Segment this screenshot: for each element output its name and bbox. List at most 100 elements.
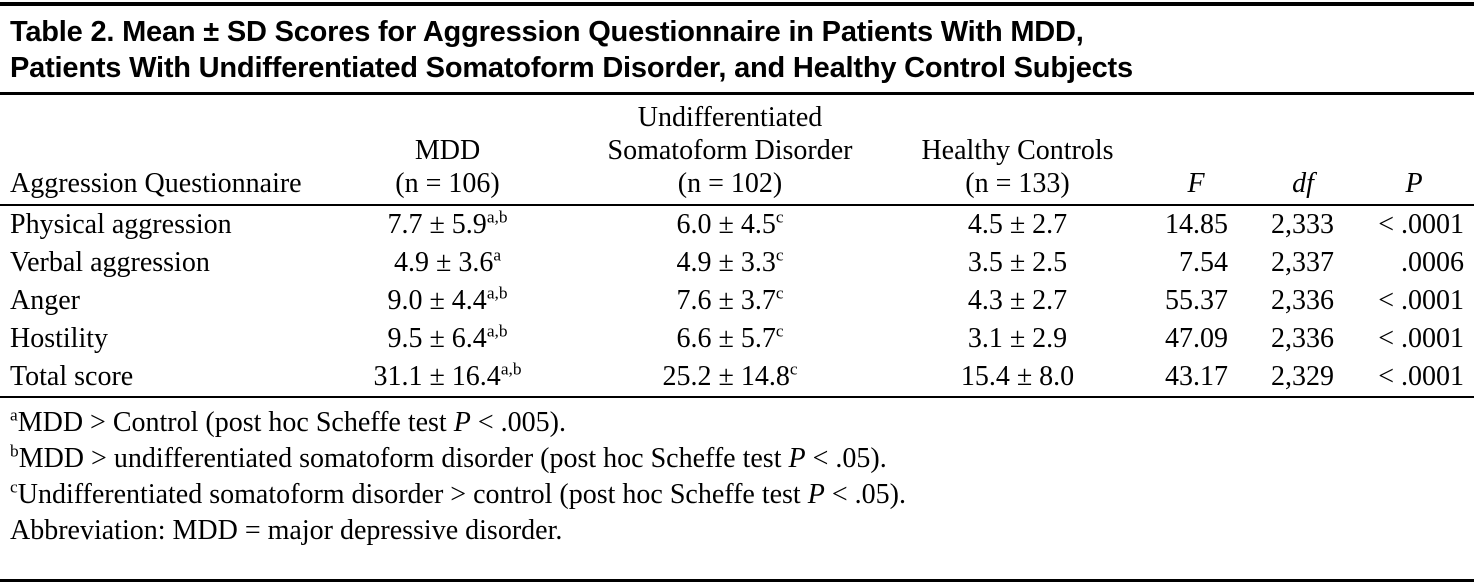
footnote-text: Undifferentiated somatoform disorder > c… [17, 479, 808, 510]
table-body: Physical aggression 7.7 ± 5.9a,b 6.0 ± 4… [0, 205, 1474, 397]
header-mdd-group: MDD (n = 106) [330, 95, 565, 206]
footnote-text: MDD > Control (post hoc Scheffe test [17, 407, 454, 438]
somatoform-superscript: c [775, 245, 784, 265]
mdd-superscript: a [493, 245, 502, 265]
footnote-text: Abbreviation: MDD = major depressive dis… [10, 515, 563, 546]
mdd-value-cell: 4.9 ± 3.6a [330, 244, 565, 282]
top-rule [0, 2, 1474, 6]
table-row-total-score: Total score 31.1 ± 16.4a,b 25.2 ± 14.8c … [0, 358, 1474, 397]
row-label: Anger [10, 285, 80, 316]
footnote-a: aMDD > Control (post hoc Scheffe test P … [10, 405, 1462, 441]
table-row-hostility: Hostility 9.5 ± 6.4a,b 6.6 ± 5.7c 3.1 ± … [0, 320, 1474, 358]
footnote-text-end: < .05). [805, 443, 887, 474]
healthy-controls-value-cell: 4.5 ± 2.7 [967, 209, 1068, 240]
header-somatoform-n: (n = 102) [677, 168, 783, 199]
somatoform-value-cell: 25.2 ± 14.8c [565, 358, 895, 397]
row-label: Total score [10, 361, 134, 392]
df-value-cell: 2,337 [1271, 247, 1334, 278]
table-row-verbal-aggression: Verbal aggression 4.9 ± 3.6a 4.9 ± 3.3c … [0, 244, 1474, 282]
healthy-controls-value-cell: 3.1 ± 2.9 [967, 323, 1068, 354]
mdd-superscript: a,b [500, 359, 522, 379]
footnote-p-symbol: P [807, 479, 825, 510]
table-title-line1: Table 2. Mean ± SD Scores for Aggression… [10, 16, 1084, 48]
mdd-value-cell: 9.0 ± 4.4a,b [330, 282, 565, 320]
table-title: Table 2. Mean ± SD Scores for Aggression… [0, 6, 1474, 92]
table-title-line2: Patients With Undifferentiated Somatofor… [10, 52, 1133, 84]
somatoform-value: 4.9 ± 3.3 [676, 247, 776, 278]
df-value-cell: 2,336 [1271, 323, 1334, 354]
mdd-value-cell: 7.7 ± 5.9a,b [330, 205, 565, 244]
p-value-cell: < .0001 [1378, 361, 1464, 392]
df-value-cell: 2,329 [1271, 361, 1334, 392]
footnote-c: cUndifferentiated somatoform disorder > … [10, 477, 1462, 513]
mdd-superscript: a,b [486, 321, 508, 341]
p-value-cell: < .0001 [1378, 209, 1464, 240]
header-f-statistic: F [1140, 95, 1252, 206]
header-somatoform-line1: Undifferentiated [637, 102, 823, 133]
mdd-value: 4.9 ± 3.6 [393, 247, 494, 278]
mdd-superscript: a,b [486, 283, 508, 303]
row-label: Verbal aggression [10, 247, 210, 278]
header-mdd-label: MDD [414, 135, 481, 166]
somatoform-superscript: c [789, 359, 798, 379]
footnote-p-symbol: P [453, 407, 471, 438]
p-value-cell: < .0001 [1378, 285, 1464, 316]
aggression-scores-table: Aggression Questionnaire MDD (n = 106) U… [0, 95, 1474, 398]
header-somatoform-line2: Somatoform Disorder [607, 135, 853, 166]
row-label: Physical aggression [10, 209, 232, 240]
footnote-marker: a [10, 405, 18, 425]
table-row-physical-aggression: Physical aggression 7.7 ± 5.9a,b 6.0 ± 4… [0, 205, 1474, 244]
footnote-b: bMDD > undifferentiated somatoform disor… [10, 441, 1462, 477]
p-value-cell: < .0001 [1378, 323, 1464, 354]
healthy-controls-value-cell: 15.4 ± 8.0 [960, 361, 1075, 392]
mdd-value-cell: 31.1 ± 16.4a,b [330, 358, 565, 397]
somatoform-value-cell: 6.0 ± 4.5c [565, 205, 895, 244]
footnote-text-end: < .05). [824, 479, 906, 510]
mdd-value: 31.1 ± 16.4 [373, 361, 501, 392]
somatoform-superscript: c [775, 283, 784, 303]
mdd-value: 9.5 ± 6.4 [387, 323, 487, 354]
somatoform-value-cell: 6.6 ± 5.7c [565, 320, 895, 358]
somatoform-superscript: c [775, 321, 784, 341]
table-header-row: Aggression Questionnaire MDD (n = 106) U… [0, 95, 1474, 206]
df-value-cell: 2,333 [1271, 209, 1334, 240]
somatoform-value: 7.6 ± 3.7 [676, 285, 776, 316]
footnote-text-end: < .005). [470, 407, 566, 438]
footnote-abbreviation: Abbreviation: MDD = major depressive dis… [10, 513, 1462, 549]
footnote-p-symbol: P [788, 443, 806, 474]
mdd-value: 9.0 ± 4.4 [387, 285, 487, 316]
header-healthy-controls-n: (n = 133) [965, 168, 1070, 199]
header-somatoform-group: Undifferentiated Somatoform Disorder (n … [565, 95, 895, 206]
footnote-marker: c [10, 477, 18, 497]
somatoform-value: 25.2 ± 14.8 [662, 361, 790, 392]
somatoform-value-cell: 7.6 ± 3.7c [565, 282, 895, 320]
somatoform-value: 6.0 ± 4.5 [676, 209, 776, 240]
f-value-cell: 7.54 [1179, 247, 1228, 278]
mdd-superscript: a,b [486, 207, 508, 227]
somatoform-value: 6.6 ± 5.7 [676, 323, 776, 354]
df-value-cell: 2,336 [1271, 285, 1334, 316]
f-value-cell: 43.17 [1165, 361, 1228, 392]
p-value-cell: .0006 [1401, 247, 1464, 278]
f-value-cell: 47.09 [1165, 323, 1228, 354]
header-mdd-n: (n = 106) [395, 168, 500, 199]
header-p-value: P [1354, 95, 1474, 206]
somatoform-value-cell: 4.9 ± 3.3c [565, 244, 895, 282]
title-separator-rule [0, 92, 1474, 95]
table-footnotes: aMDD > Control (post hoc Scheffe test P … [0, 398, 1474, 579]
f-value-cell: 55.37 [1165, 285, 1228, 316]
header-aggression-questionnaire: Aggression Questionnaire [0, 95, 330, 206]
bottom-rule [0, 579, 1474, 582]
header-df: df [1252, 95, 1354, 206]
table-row-anger: Anger 9.0 ± 4.4a,b 7.6 ± 3.7c 4.3 ± 2.7 … [0, 282, 1474, 320]
header-healthy-controls-label: Healthy Controls [921, 135, 1114, 166]
mdd-value: 7.7 ± 5.9 [387, 209, 487, 240]
healthy-controls-value-cell: 4.3 ± 2.7 [967, 285, 1068, 316]
footnote-marker: b [10, 441, 19, 461]
somatoform-superscript: c [775, 207, 784, 227]
header-healthy-controls-group: Healthy Controls (n = 133) [895, 95, 1140, 206]
row-label: Hostility [10, 323, 109, 354]
f-value-cell: 14.85 [1165, 209, 1228, 240]
healthy-controls-value-cell: 3.5 ± 2.5 [967, 247, 1068, 278]
